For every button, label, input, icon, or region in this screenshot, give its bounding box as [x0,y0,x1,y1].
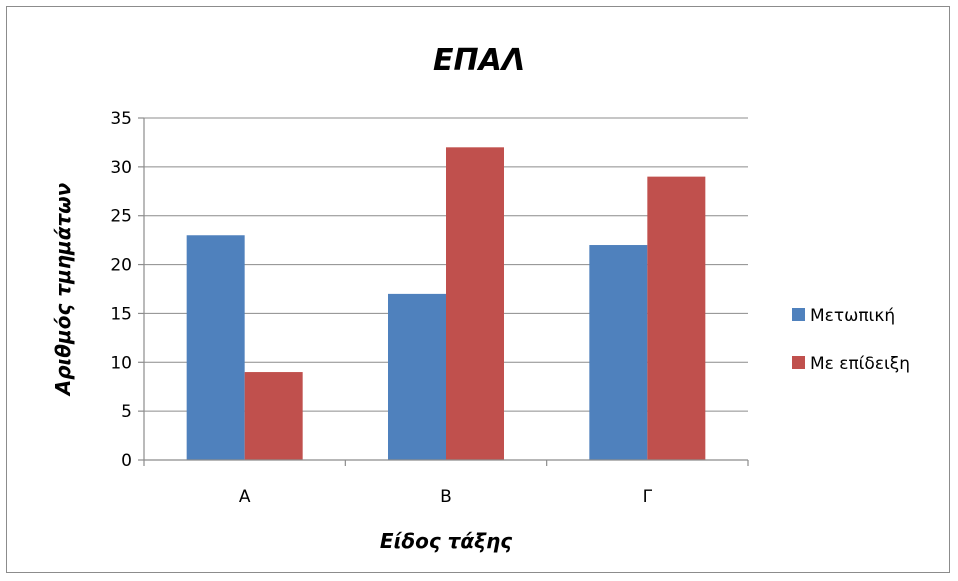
bar-series1-3 [589,245,648,460]
legend: Μετωπική Με επίδειξη [792,306,910,374]
y-axis-title: Αριθμός τμημάτων [51,182,75,397]
bar-series2-1 [244,372,303,460]
axes [138,117,749,466]
y-tick-label: 20 [110,256,132,276]
legend-label: Μετωπική [810,306,895,326]
y-tick-label: 30 [110,158,132,178]
x-tick-label: Γ [643,487,653,507]
legend-swatch [792,308,805,321]
bars [186,147,706,461]
chart-title: ΕΠΑΛ [433,43,525,78]
x-tick-label: Α [239,487,251,507]
y-tick-label: 35 [110,109,132,129]
x-axis-title: Είδος τάξης [380,529,512,553]
legend-label: Με επίδειξη [810,354,910,374]
legend-swatch [792,356,805,369]
y-tick-label: 15 [110,304,132,324]
y-tick-labels: 0 5 10 15 20 25 30 35 [110,109,132,471]
x-tick-labels: Α Β Γ [239,487,653,507]
bar-series2-2 [446,147,504,461]
bar-series2-3 [647,176,706,460]
bar-series1-2 [388,293,446,460]
y-tick-label: 0 [121,451,132,471]
y-tick-label: 5 [121,402,132,422]
x-tick-label: Β [440,487,452,507]
bar-series1-1 [186,235,245,460]
y-tick-label: 25 [110,207,132,227]
y-tick-label: 10 [110,353,132,373]
